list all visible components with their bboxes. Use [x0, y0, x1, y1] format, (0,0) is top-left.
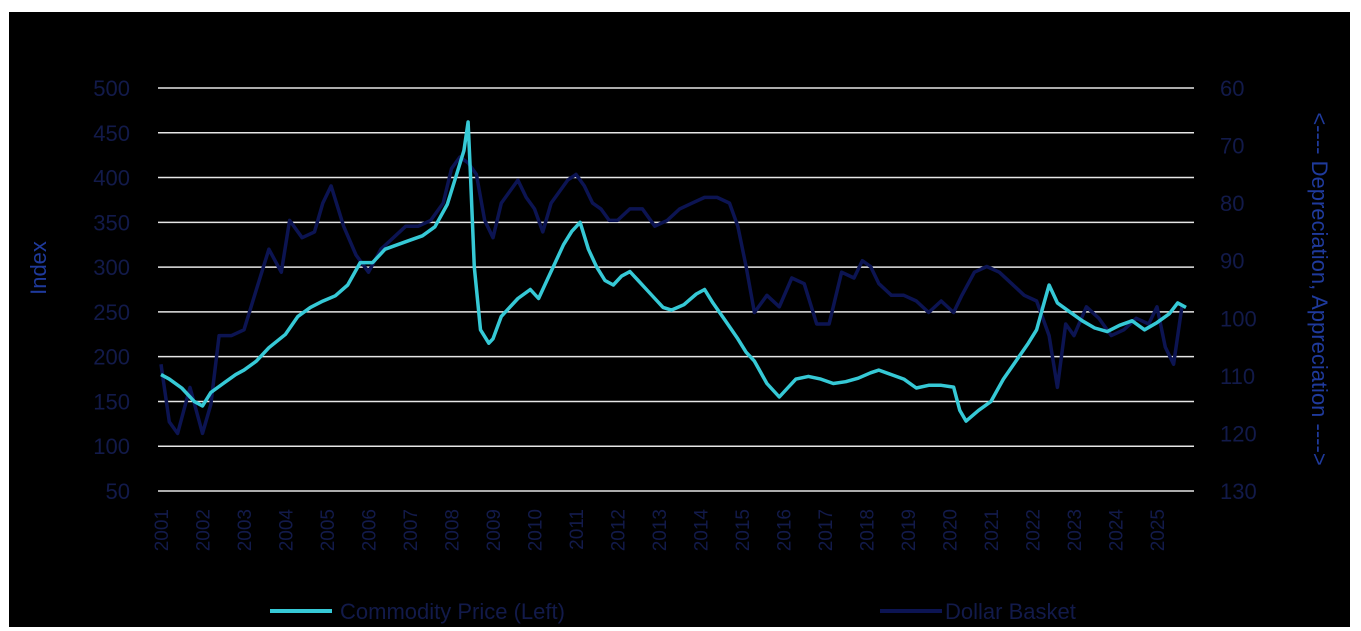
y-tick-label: 450	[93, 121, 130, 146]
gridlines	[158, 87, 1194, 492]
y2-tick-label: 130	[1220, 479, 1257, 504]
x-tick-label: 2023	[1065, 509, 1086, 551]
y2-tick-label: 80	[1220, 191, 1244, 216]
x-tick-label: 2019	[899, 509, 920, 551]
x-tick-label: 2009	[484, 509, 505, 551]
x-tick-label: 2012	[608, 509, 629, 551]
y2-tick-label: 60	[1220, 76, 1244, 101]
y-tick-label: 200	[93, 345, 130, 370]
y-tick-label: 350	[93, 210, 130, 235]
right-axis-ticks: 60 70 80 90 100 110 120 130	[1220, 76, 1257, 504]
left-axis-ticks: 500 450 400 350 300 250 200 150 100 50	[93, 76, 130, 504]
x-tick-label: 2002	[193, 509, 214, 551]
x-tick-label: 2018	[857, 509, 878, 551]
y2-axis-title: <---- Depreciation, Appreciation ---->	[1307, 112, 1332, 465]
x-tick-label: 2008	[442, 509, 463, 551]
series-line-0	[160, 120, 1187, 423]
x-tick-label: 2011	[567, 509, 588, 550]
x-tick-label: 2017	[816, 509, 837, 551]
y2-tick-label: 70	[1220, 134, 1244, 159]
chart-panel	[9, 12, 1350, 627]
x-tick-label: 2022	[1023, 509, 1044, 551]
y-tick-label: 300	[93, 255, 130, 280]
y-tick-label: 100	[93, 434, 130, 459]
legend-label: Dollar Basket	[945, 599, 1076, 624]
y-tick-label: 50	[106, 479, 130, 504]
x-tick-label: 2007	[401, 509, 422, 551]
x-tick-label: 2010	[525, 509, 546, 551]
x-tick-label: 2013	[650, 509, 671, 551]
y-tick-label: 400	[93, 166, 130, 191]
y-tick-label: 500	[93, 76, 130, 101]
y2-tick-label: 120	[1220, 421, 1257, 446]
y-axis-title: Index	[26, 241, 51, 295]
legend: Commodity Price (Left) Dollar Basket	[270, 599, 1076, 624]
y2-tick-label: 100	[1220, 306, 1257, 331]
x-tick-label: 2021	[982, 509, 1003, 551]
x-tick-label: 2016	[774, 509, 795, 551]
x-tick-label: 2015	[733, 509, 754, 551]
legend-label: Commodity Price (Left)	[340, 599, 565, 624]
x-axis-ticks: 2001 2002 2003 2004 2005 2006 2007 2008 2009 2010…	[152, 509, 1169, 552]
x-tick-label: 2014	[691, 509, 712, 552]
series-line-1	[159, 155, 1184, 436]
x-tick-label: 2024	[1106, 509, 1127, 552]
series-lines	[159, 120, 1187, 436]
x-tick-label: 2006	[359, 509, 380, 551]
y-tick-label: 150	[93, 389, 130, 414]
y2-tick-label: 90	[1220, 249, 1244, 274]
x-tick-label: 2005	[318, 509, 339, 551]
y-tick-label: 250	[93, 300, 130, 325]
x-tick-label: 2004	[276, 509, 297, 552]
x-tick-label: 2003	[235, 509, 256, 551]
x-tick-label: 2001	[152, 509, 173, 551]
x-tick-label: 2025	[1148, 509, 1169, 551]
x-tick-label: 2020	[940, 509, 961, 551]
y2-tick-label: 110	[1220, 364, 1255, 389]
